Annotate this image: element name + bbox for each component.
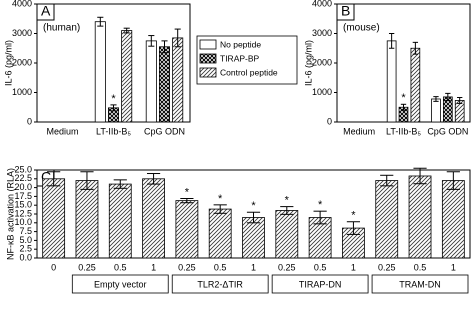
panel-label-box [36, 3, 55, 21]
x-tick-label: 0.5 [314, 262, 327, 272]
legend-swatch [199, 39, 217, 50]
y-tick-label: 2000 [12, 57, 32, 67]
x-tick-label: LT-IIb-B₅ [96, 126, 131, 136]
x-tick-label: CpG ODN [427, 126, 468, 136]
annotation: * [185, 186, 190, 198]
x-tick-label: Medium [343, 126, 375, 136]
bar [175, 200, 199, 259]
bar [410, 47, 421, 123]
y-axis-label: IL-6 (pg/ml) [303, 40, 313, 86]
legend-label: TIRAP-BP [220, 53, 260, 63]
x-tick-label: LT-IIb-B₅ [386, 126, 421, 136]
bar [121, 30, 133, 123]
x-tick-label: 1 [151, 262, 156, 272]
x-tick-label: 0.5 [414, 262, 427, 272]
group-box [271, 274, 369, 294]
panel-label: B [341, 3, 350, 19]
x-tick-label: 1 [451, 262, 456, 272]
annotation: * [351, 210, 356, 222]
y-tick-label: 0 [27, 116, 32, 126]
group-label: TRAM-DN [399, 279, 441, 289]
x-tick-label: 0 [51, 262, 56, 272]
bar [142, 178, 165, 259]
y-tick-label: 7.5 [19, 226, 32, 236]
bar [441, 180, 465, 259]
legend-swatch [199, 53, 217, 64]
bar [431, 98, 441, 123]
y-tick-label: 4000 [12, 0, 32, 8]
bar [242, 217, 265, 259]
group-label: TIRAP-DN [299, 279, 342, 289]
legend-swatch [199, 67, 217, 78]
annotation: * [285, 195, 290, 207]
annotation: * [401, 92, 406, 104]
bar [275, 210, 299, 259]
y-tick-label: 17.5 [14, 191, 32, 201]
legend-label: No peptide [220, 39, 261, 49]
bar [158, 46, 170, 123]
bar [408, 175, 432, 259]
y-tick-label: 22.5 [14, 173, 32, 183]
y-tick-label: 15.0 [14, 200, 32, 210]
group-label: Empty vector [94, 279, 147, 289]
bar [42, 178, 66, 259]
bar [75, 180, 99, 259]
bar [375, 180, 399, 259]
y-tick-label: 1000 [12, 87, 32, 97]
y-tick-label: 5.0 [19, 235, 32, 245]
group-box [171, 274, 269, 294]
x-tick-label: Medium [46, 126, 78, 136]
y-tick-label: 2000 [312, 57, 332, 67]
x-tick-label: 0.25 [78, 262, 96, 272]
y-tick-label: 3000 [312, 28, 332, 38]
bar [208, 208, 232, 259]
x-tick-label: 1 [251, 262, 256, 272]
panel-label-box [336, 3, 355, 21]
y-axis-label: NF-κB activation (RLA) [5, 168, 15, 260]
group-box [71, 274, 169, 294]
panel-subtitle: (human) [43, 23, 80, 34]
bar [145, 40, 157, 123]
group-label: TLR2-ΔTIR [197, 279, 243, 289]
legend-label: Control peptide [220, 67, 278, 77]
y-tick-label: 2.5 [19, 244, 32, 254]
y-tick-label: 0 [327, 116, 332, 126]
x-tick-label: 0.25 [278, 262, 296, 272]
panel-label: C [41, 169, 51, 185]
y-tick-label: 25.0 [14, 164, 32, 174]
bar [386, 40, 397, 123]
y-tick-label: 12.5 [14, 208, 32, 218]
x-tick-label: 0.25 [178, 262, 196, 272]
bar [172, 37, 184, 123]
group-box [371, 274, 469, 294]
annotation: * [318, 199, 323, 211]
y-tick-label: 20.0 [14, 182, 32, 192]
panel-label: A [41, 3, 51, 19]
annotation: * [218, 193, 223, 205]
y-tick-label: 0.0 [19, 252, 32, 262]
annotation: * [251, 200, 256, 212]
annotation: * [111, 93, 116, 105]
y-tick-label: 3000 [12, 28, 32, 38]
y-axis-label: IL-6 (pg/ml) [3, 40, 13, 86]
y-tick-label: 10.0 [14, 217, 32, 227]
x-tick-label: 0.5 [114, 262, 127, 272]
panel-subtitle: (mouse) [343, 23, 380, 34]
x-tick-label: 1 [351, 262, 356, 272]
x-tick-label: 0.5 [214, 262, 227, 272]
bar [108, 183, 132, 259]
y-tick-label: 4000 [312, 0, 332, 8]
x-tick-label: CpG ODN [144, 126, 185, 136]
bar [94, 21, 106, 123]
y-tick-label: 1000 [312, 87, 332, 97]
x-tick-label: 0.25 [378, 262, 396, 272]
